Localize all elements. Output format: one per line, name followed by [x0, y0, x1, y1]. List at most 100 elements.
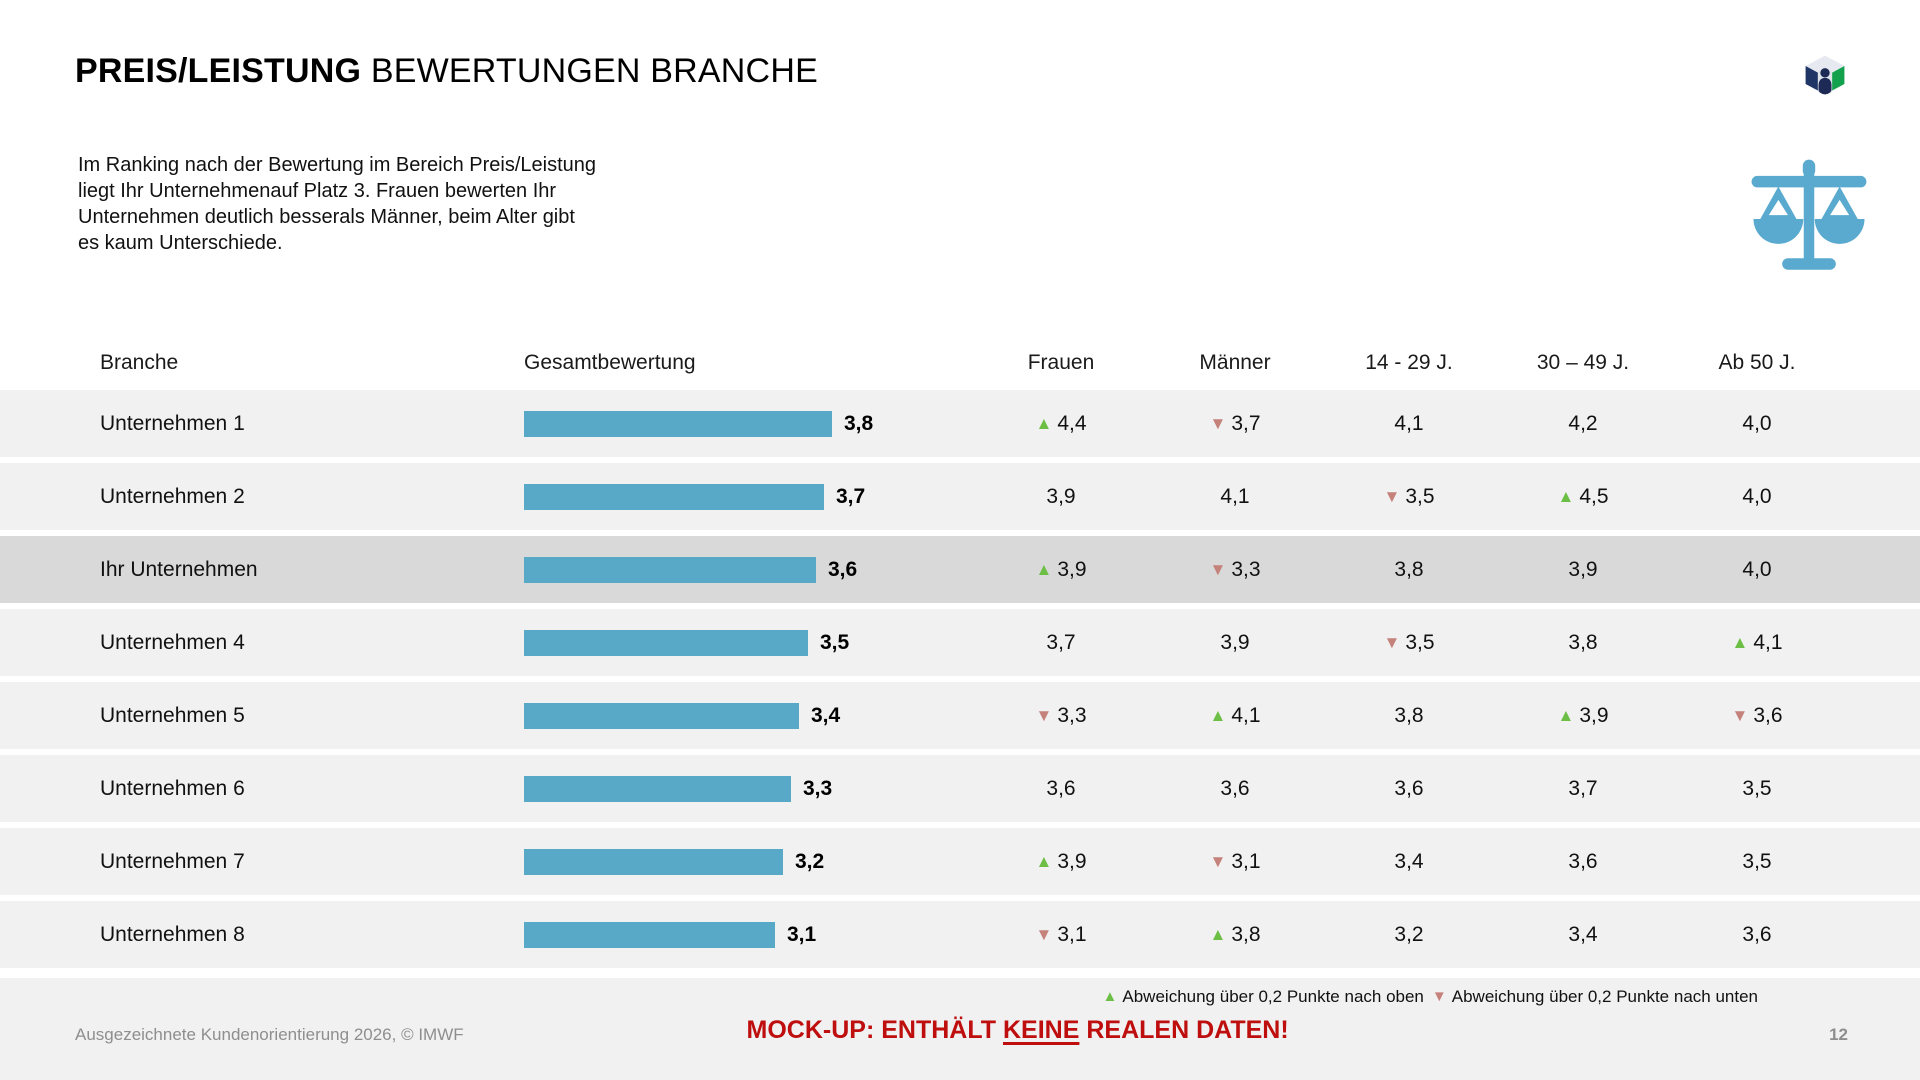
mockup-underlined: KEINE — [1002, 1016, 1080, 1044]
cell-30-49: 3,9 — [1496, 558, 1670, 582]
cell-value: 3,3 — [1231, 557, 1261, 581]
gesamtbewertung-bar-cell: 3,3 — [524, 775, 974, 802]
rating-bar — [524, 410, 832, 437]
deviation-down-icon: ▼ — [1035, 705, 1053, 725]
cell-value: 3,7 — [1046, 630, 1076, 654]
deviation-up-icon: ▲ — [1035, 851, 1053, 871]
cell-30-49: ▲ 4,5 — [1496, 485, 1670, 509]
rating-bar — [524, 775, 791, 802]
table-row: Unternehmen 8 3,1 ▼ 3,1 ▲ 3,8 3,2 3,4 3,6 — [0, 901, 1920, 968]
cell-maenner: 3,6 — [1148, 777, 1322, 801]
legend-item-down: ▼ Abweichung über 0,2 Punkte nach unten — [1432, 987, 1758, 1006]
company-label: Unternehmen 7 — [100, 849, 245, 873]
legend-text: Abweichung über 0,2 Punkte nach oben — [1122, 987, 1424, 1006]
cell-30-49: 3,8 — [1496, 631, 1670, 655]
page-title-regular: BEWERTUNGEN BRANCHE — [361, 52, 818, 90]
rating-value: 3,7 — [836, 484, 866, 508]
cell-14-29: ▼ 3,5 — [1322, 631, 1496, 655]
imwf-cube-logo-icon — [1802, 52, 1848, 98]
column-header-frauen: Frauen — [1027, 351, 1095, 374]
deviation-down-icon: ▼ — [1209, 851, 1227, 871]
cell-value: 4,1 — [1394, 411, 1424, 435]
deviation-down-icon: ▼ — [1731, 705, 1749, 725]
cell-maenner: 3,9 — [1148, 631, 1322, 655]
cell-30-49: 3,6 — [1496, 850, 1670, 874]
rating-value: 3,1 — [787, 922, 817, 946]
cell-value: 3,6 — [1394, 776, 1424, 800]
legend-item-up: ▲ Abweichung über 0,2 Punkte nach oben — [1103, 987, 1424, 1006]
cell-frauen: 3,6 — [974, 777, 1148, 801]
cell-ab-50: ▲ 4,1 — [1670, 631, 1844, 655]
cell-frauen: ▲ 3,9 — [974, 850, 1148, 874]
rating-value: 3,3 — [803, 776, 833, 800]
table-rows: Unternehmen 1 3,8 ▲ 4,4 ▼ 3,7 4,1 4,2 4,0 Unterne… — [0, 390, 1920, 968]
deviation-up-icon: ▲ — [1557, 486, 1575, 506]
cell-value: 3,1 — [1231, 849, 1261, 873]
deviation-down-icon: ▼ — [1035, 924, 1053, 944]
cell-value: 3,7 — [1231, 411, 1261, 435]
cell-value: 3,6 — [1046, 776, 1076, 800]
cell-value: 3,9 — [1057, 557, 1087, 581]
rating-bar — [524, 702, 799, 729]
cell-value: 4,1 — [1231, 703, 1261, 727]
cell-value: 3,5 — [1405, 484, 1435, 508]
deviation-down-icon: ▼ — [1209, 413, 1227, 433]
cell-value: 4,0 — [1742, 411, 1772, 435]
cell-frauen: ▲ 3,9 — [974, 558, 1148, 582]
cell-value: 4,1 — [1753, 630, 1783, 654]
cell-value: 4,1 — [1220, 484, 1250, 508]
company-label: Unternehmen 4 — [100, 630, 245, 654]
column-header-branche: Branche — [100, 351, 179, 374]
cell-ab-50: 4,0 — [1670, 412, 1844, 436]
rating-bar — [524, 629, 808, 656]
deviation-up-icon: ▲ — [1209, 924, 1227, 944]
gesamtbewertung-bar-cell: 3,2 — [524, 848, 974, 875]
cell-value: 3,6 — [1742, 922, 1772, 946]
mockup-prefix: MOCK-UP: ENTHÄLT — [746, 1016, 1003, 1044]
page-number: 12 — [1829, 1025, 1848, 1044]
bottom-band: ▲ Abweichung über 0,2 Punkte nach oben ▼ Ab… — [0, 978, 1920, 1080]
cell-value: 3,4 — [1394, 849, 1424, 873]
cell-value: 3,1 — [1057, 922, 1087, 946]
ratings-table: Branche Gesamtbewertung Frauen Männer 14 - 2… — [0, 336, 1920, 974]
cell-frauen: 3,9 — [974, 485, 1148, 509]
cell-value: 3,8 — [1568, 630, 1598, 654]
company-label: Unternehmen 5 — [100, 703, 245, 727]
rating-bar — [524, 483, 824, 510]
mockup-disclaimer: MOCK-UP: ENTHÄLT KEINE REALEN DATEN! — [747, 1016, 1289, 1045]
cell-value: 3,8 — [1231, 922, 1261, 946]
cell-value: 3,5 — [1405, 630, 1435, 654]
cell-value: 3,6 — [1568, 849, 1598, 873]
cell-14-29: 3,4 — [1322, 850, 1496, 874]
cell-maenner: 4,1 — [1148, 485, 1322, 509]
cell-maenner: ▲ 4,1 — [1148, 704, 1322, 728]
column-header-30-49: 30 – 49 J. — [1536, 351, 1630, 374]
table-row: Unternehmen 5 3,4 ▼ 3,3 ▲ 4,1 3,8 ▲ 3,9 ▼ 3,6 — [0, 682, 1920, 749]
deviation-up-icon: ▲ — [1557, 705, 1575, 725]
scales-icon — [1742, 150, 1876, 288]
legend-text: Abweichung über 0,2 Punkte nach unten — [1451, 987, 1758, 1006]
company-label: Unternehmen 1 — [100, 411, 245, 435]
company-label: Unternehmen 8 — [100, 922, 245, 946]
deviation-up-icon: ▲ — [1209, 705, 1227, 725]
deviation-down-icon: ▼ — [1431, 988, 1447, 1005]
cell-maenner: ▼ 3,7 — [1148, 412, 1322, 436]
deviation-up-icon: ▲ — [1731, 632, 1749, 652]
cell-value: 4,0 — [1742, 557, 1772, 581]
cell-14-29: 3,8 — [1322, 558, 1496, 582]
cell-value: 3,4 — [1568, 922, 1598, 946]
company-label: Ihr Unternehmen — [100, 557, 258, 581]
cell-14-29: 3,2 — [1322, 923, 1496, 947]
company-label: Unternehmen 2 — [100, 484, 245, 508]
cell-14-29: ▼ 3,5 — [1322, 485, 1496, 509]
cell-ab-50: 3,5 — [1670, 850, 1844, 874]
cell-value: 3,5 — [1742, 776, 1772, 800]
deviation-down-icon: ▼ — [1383, 486, 1401, 506]
cell-maenner: ▼ 3,3 — [1148, 558, 1322, 582]
cell-frauen: ▲ 4,4 — [974, 412, 1148, 436]
column-header-ab-50: Ab 50 J. — [1718, 351, 1796, 374]
gesamtbewertung-bar-cell: 3,5 — [524, 629, 974, 656]
page-title-bold: PREIS/LEISTUNG — [75, 52, 362, 90]
footer-source: Ausgezeichnete Kundenorientierung 2026, … — [75, 1025, 464, 1044]
column-header-14-29: 14 - 29 J. — [1365, 351, 1453, 374]
